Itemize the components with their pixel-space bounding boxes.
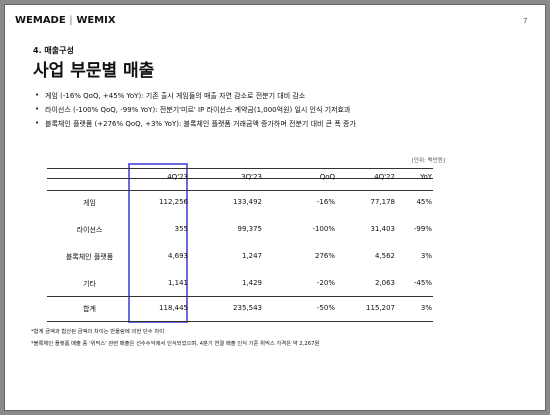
bullet-dot: • xyxy=(35,119,40,127)
row-cell: -16% xyxy=(316,198,335,206)
row-cell: 3% xyxy=(420,252,432,260)
logo: WEMADE | WEMIX xyxy=(15,15,116,26)
slide: WEMADE | WEMIX 7 4. 매출구성 사업 부문별 매출 [단위: … xyxy=(4,4,546,411)
total-label: 합계 xyxy=(83,305,96,313)
logo-left: WEMADE xyxy=(15,15,66,26)
row-cell: 31,403 xyxy=(370,225,396,233)
row-label: 기타 xyxy=(83,280,96,288)
row-label: 게임 xyxy=(83,199,96,207)
footnote: *블록체인 플랫폼 매출 중 '위믹스' 관련 매출은 선수수익에서 인식되었으… xyxy=(31,341,320,347)
row-cell: 2,063 xyxy=(374,279,395,287)
row-cell: -100% xyxy=(312,225,335,233)
bullet-dot: • xyxy=(35,91,40,99)
total-cell: 235,543 xyxy=(233,304,262,312)
title: 사업 부문별 매출 xyxy=(33,61,155,81)
rule xyxy=(47,178,433,179)
footnote: *합계 금액과 합산된 금액의 차이는 반올림에 의한 단수 차이 xyxy=(31,329,165,335)
row-label: 라이선스 xyxy=(76,226,103,234)
rule xyxy=(47,190,433,191)
row-cell: 4,562 xyxy=(374,252,395,260)
column-header: YoY xyxy=(420,173,432,181)
row-cell: 355 xyxy=(174,225,188,233)
bullet: 블록체인 플랫폼 (+276% QoQ, +3% YoY): 블록체인 플랫폼 … xyxy=(45,120,356,128)
row-cell: -99% xyxy=(413,225,432,233)
column-header: 3Q'23 xyxy=(241,173,262,181)
bullet: 라이선스 (-100% QoQ, -99% YoY): 전분기'미르' IP 라… xyxy=(45,106,351,114)
row-cell: 1,247 xyxy=(241,252,262,260)
row-cell: 112,256 xyxy=(159,198,188,206)
row-cell: 133,492 xyxy=(233,198,262,206)
column-header: QoQ xyxy=(319,173,335,181)
row-label: 블록체인 플랫폼 xyxy=(65,253,114,261)
row-cell: 77,178 xyxy=(370,198,396,206)
row-cell: -20% xyxy=(316,279,335,287)
page-number: 7 xyxy=(523,17,528,25)
row-cell: 1,429 xyxy=(241,279,262,287)
logo-right: WEMIX xyxy=(76,15,116,26)
highlight-box xyxy=(128,163,188,323)
rule xyxy=(47,296,433,297)
bullet-dot: • xyxy=(35,105,40,113)
column-header: 4Q'23 xyxy=(167,173,188,181)
row-cell: 4,693 xyxy=(167,252,188,260)
total-cell: -50% xyxy=(316,304,335,312)
row-cell: 45% xyxy=(416,198,432,206)
rule xyxy=(47,321,433,322)
unit: [단위: 백만원] xyxy=(411,158,445,164)
row-cell: 1,141 xyxy=(167,279,188,287)
row-cell: 99,375 xyxy=(237,225,263,233)
row-cell: 276% xyxy=(314,252,335,260)
column-header: 4Q'22 xyxy=(374,173,395,181)
total-cell: 3% xyxy=(420,304,432,312)
total-cell: 115,207 xyxy=(366,304,395,312)
rule xyxy=(47,168,433,169)
section: 4. 매출구성 xyxy=(33,46,74,55)
total-cell: 118,445 xyxy=(159,304,188,312)
bullet: 게임 (-16% QoQ, +45% YoY): 기존 출시 게임들의 매출 자… xyxy=(45,92,306,100)
row-cell: -45% xyxy=(413,279,432,287)
